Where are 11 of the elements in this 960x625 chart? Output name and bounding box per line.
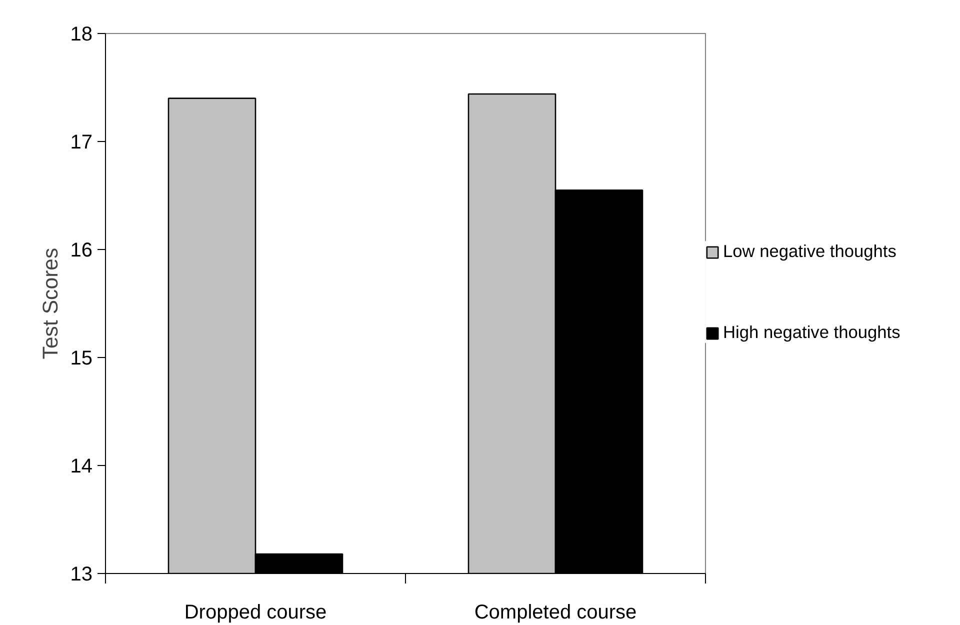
legend-label: High negative thoughts xyxy=(723,322,900,343)
x-tick-label: Completed course xyxy=(474,602,637,624)
legend-label: Low negative thoughts xyxy=(723,241,896,262)
y-tick-label: 15 xyxy=(70,348,93,370)
y-tick-label: 18 xyxy=(70,24,93,46)
y-tick-label: 17 xyxy=(70,132,93,154)
x-tick-label: Dropped course xyxy=(184,602,327,624)
y-tick-label: 14 xyxy=(70,456,93,478)
y-tick-label: 16 xyxy=(70,240,93,262)
y-tick-label: 13 xyxy=(70,564,93,586)
y-axis-title: Test Scores xyxy=(38,248,62,360)
